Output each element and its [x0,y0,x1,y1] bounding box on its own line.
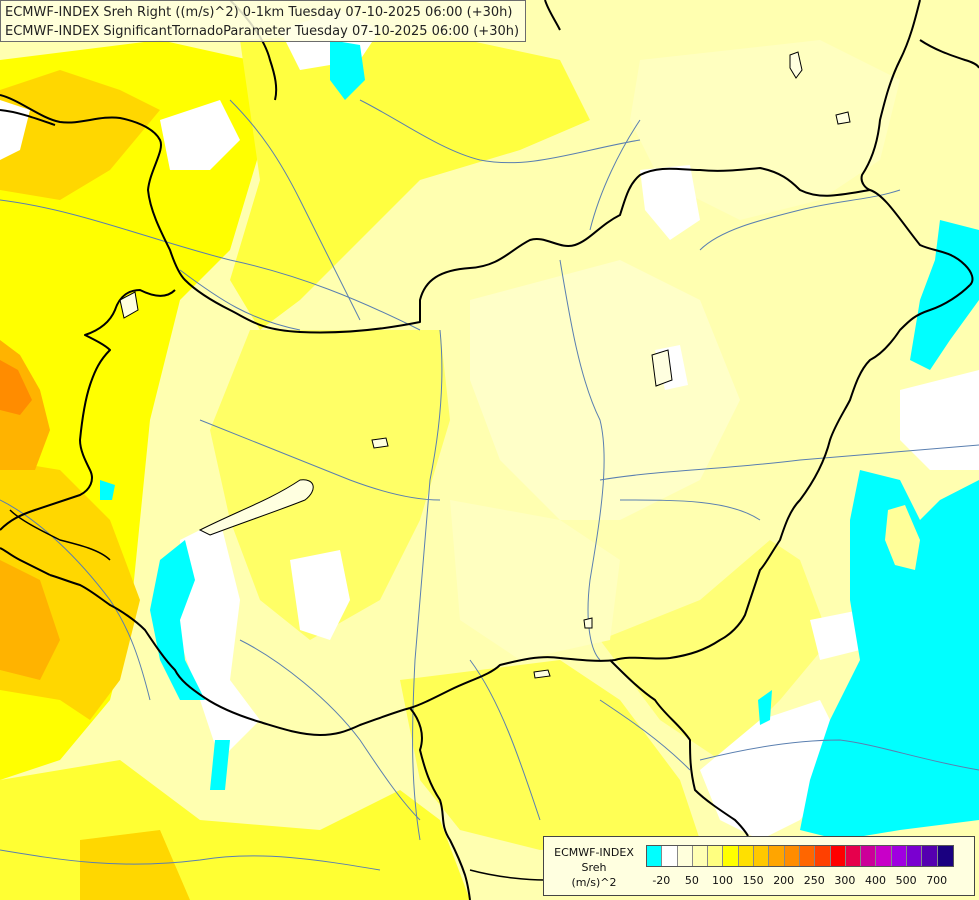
legend-swatch [799,846,816,866]
pale-area-northeast [630,40,900,220]
border-east [409,284,971,709]
border-southwest-2 [0,547,51,576]
cyan-area-northeast [910,220,979,370]
map-title-line-1: ECMWF-INDEX Sreh Right ((m/s)^2) 0-1km T… [5,5,513,20]
legend-tick-label: 400 [865,874,886,887]
sreh-fill-layer [0,30,900,900]
rivers [0,99,979,871]
legend-swatch [754,846,770,866]
legend-tick-label: 100 [712,874,733,887]
orange-area-farwest [0,560,60,680]
legend-tick-label: -20 [652,874,671,887]
legend-swatch [907,846,923,866]
yellow-area-north [230,30,590,330]
legend-title-line-1: ECMWF-INDEX [554,846,634,859]
legend-swatch [769,846,785,866]
pale-area-center [470,260,740,520]
legend-swatch [876,846,892,866]
border-ukraine-2 [919,39,979,69]
lakes [119,51,851,679]
legend-title-line-3: (m/s)^2 [571,876,617,889]
border-south-2 [409,707,471,900]
border-southwest [0,289,176,531]
border-north [0,94,974,334]
border-southeast [609,659,749,837]
cyan-area-west [150,540,205,700]
legend-tick-label: 50 [684,874,699,887]
gold-area-west [0,70,160,200]
legend-tick-label: 500 [895,874,917,887]
yellow-area-bottomcenter [400,660,700,850]
legend-tick-label: 150 [742,874,764,887]
minor-borders [9,509,546,881]
legend-swatch [738,846,755,866]
legend-swatch [662,846,678,866]
legend-swatch [815,846,831,866]
cyan-area-north [330,40,365,100]
legend-color-scale [646,845,954,867]
legend-swatch [647,846,663,866]
legend-swatch [677,846,693,866]
darkorange-area-southwest [0,360,32,415]
legend-swatch [692,846,709,866]
legend-swatch [723,846,739,866]
legend-title-line-2: Sreh [581,861,607,874]
legend-tick-labels: -20 50 100 150 200 250 300 400 500 700 [646,874,976,890]
border-cz [544,0,561,31]
legend-swatch [891,846,908,866]
gold-area-south [80,830,190,900]
cyan-areas [100,40,979,840]
pale-area-centersouth [450,500,620,660]
cyan-area-east [800,470,979,840]
border-ukraine [860,0,921,191]
legend-tick-label: 700 [926,874,948,887]
legend-tick-label: 250 [803,874,825,887]
legend-label: ECMWF-INDEX Sreh (m/s)^2 [548,845,640,890]
yellow-area-center [210,330,450,640]
color-legend: ECMWF-INDEX Sreh (m/s)^2 -20 50 100 150 200 2… [543,836,975,896]
legend-swatch [922,846,938,866]
legend-tick-label: 200 [773,874,795,887]
map-title-box: ECMWF-INDEX Sreh Right ((m/s)^2) 0-1km T… [0,0,526,42]
legend-tick-label: 300 [834,874,856,887]
legend-swatch [937,846,953,866]
yellow-island-east [885,505,920,570]
lake-balaton [198,479,314,536]
map-title-line-2: ECMWF-INDEX SignificantTornadoParameter … [5,24,520,39]
legend-swatch [861,846,877,866]
legend-swatch [784,846,800,866]
legend-swatch [845,846,862,866]
border-south [49,574,411,736]
legend-swatch [708,846,724,866]
legend-swatch [830,846,846,866]
border-sk-at [0,109,56,126]
